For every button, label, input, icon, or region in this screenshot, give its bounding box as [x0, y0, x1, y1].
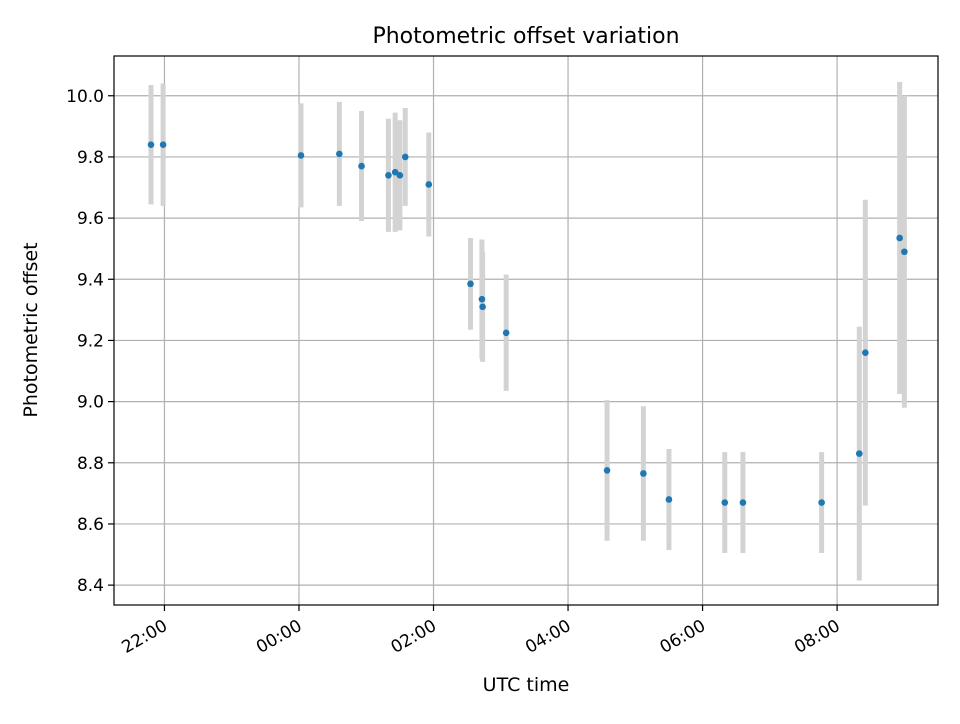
data-point — [862, 349, 869, 356]
data-point — [739, 499, 747, 506]
data-point — [479, 303, 486, 311]
data-point — [603, 467, 611, 474]
y-axis-label: Photometric offset — [20, 242, 42, 417]
data-point — [147, 141, 155, 148]
data-point — [391, 168, 399, 176]
data-point — [901, 248, 908, 256]
grid — [114, 56, 938, 605]
data-point — [665, 496, 673, 503]
data-point — [336, 150, 343, 158]
data-points — [147, 141, 908, 506]
y-tick-label: 9.0 — [77, 393, 104, 413]
y-tick-label: 8.6 — [77, 515, 104, 535]
data-point — [297, 152, 305, 159]
data-point — [896, 234, 903, 242]
data-point — [467, 280, 474, 288]
y-tick-label: 9.6 — [77, 209, 104, 229]
data-point — [159, 141, 167, 148]
y-tick-label: 9.2 — [77, 331, 104, 351]
data-point — [855, 450, 863, 457]
y-tick-label: 8.4 — [77, 576, 104, 596]
data-point — [818, 499, 825, 506]
data-point — [425, 181, 433, 188]
y-tick-label: 9.8 — [77, 148, 104, 168]
data-point — [502, 329, 510, 337]
data-point — [358, 162, 365, 170]
plot-frame — [113, 55, 939, 606]
data-point — [385, 171, 392, 179]
y-tick-label: 10.0 — [66, 87, 104, 107]
data-point — [640, 470, 647, 477]
y-axis-ticks: 8.4 8.6 8.8 9.0 9.2 9.4 9.6 9.8 10.0 — [66, 87, 114, 596]
x-axis-label: UTC time — [483, 674, 570, 696]
data-point — [478, 295, 486, 303]
y-tick-label: 8.8 — [77, 454, 104, 474]
data-point — [401, 153, 409, 161]
data-point — [721, 499, 729, 506]
data-point — [396, 171, 404, 179]
chart-title: Photometric offset variation — [372, 24, 679, 49]
y-tick-label: 9.4 — [77, 270, 104, 290]
